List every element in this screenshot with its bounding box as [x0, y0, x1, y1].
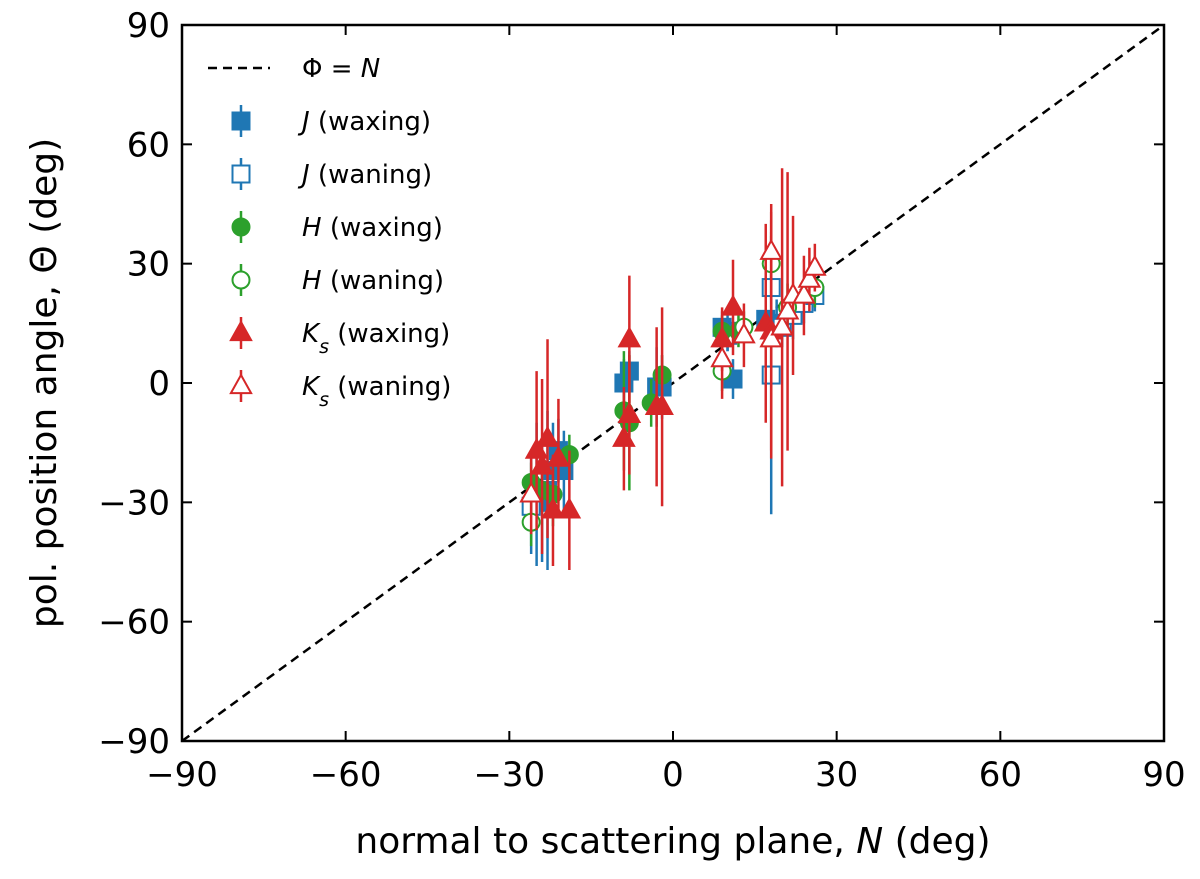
data-layer	[519, 168, 827, 570]
legend-label-lhs: Φ	[302, 54, 322, 84]
data-point	[797, 266, 822, 288]
y-axis-title-prefix: pol. position angle,	[24, 274, 65, 629]
data-point	[612, 425, 636, 447]
x-tick-label: −90	[146, 755, 218, 795]
data-point	[759, 238, 784, 260]
data-point	[617, 401, 642, 423]
data-point	[792, 282, 816, 304]
y-tick-label: −60	[98, 603, 170, 643]
data-point	[541, 497, 565, 519]
data-point	[617, 326, 642, 348]
data-point	[721, 294, 745, 316]
data-point	[770, 314, 794, 336]
legend-label-rest: (waxing)	[310, 107, 431, 137]
series-5	[519, 168, 827, 535]
legend-label-var: K	[302, 372, 321, 402]
x-tick-label: 60	[979, 755, 1022, 795]
data-point	[803, 254, 827, 276]
legend-label-var: K	[302, 319, 321, 349]
legend-label-var: H	[302, 266, 322, 296]
x-tick-label: −30	[473, 755, 545, 795]
y-tick-label: 90	[127, 6, 170, 46]
data-point	[546, 445, 571, 467]
data-point	[530, 453, 554, 475]
legend-label-eq: =	[322, 54, 360, 84]
legend-label-sub: s	[319, 389, 329, 411]
reference-line-layer	[181, 23, 1165, 743]
data-point	[519, 481, 543, 503]
y-tick-label: 0	[148, 364, 170, 404]
legend-label-rest: (waning)	[329, 372, 451, 402]
legend-label: J (waning)	[297, 160, 432, 190]
x-tick-label: −60	[310, 755, 382, 795]
legend: Φ = NJ (waxing)J (waning)H (waxing)H (wa…	[208, 54, 451, 411]
legend-label-rhs: N	[361, 54, 380, 84]
data-point	[710, 346, 734, 368]
data-point	[759, 326, 784, 348]
legend-label: Φ = N	[302, 54, 380, 84]
y-tick-label: 60	[127, 125, 170, 165]
y-axis-title: pol. position angle, Θ (deg)	[24, 138, 65, 628]
data-point	[524, 437, 549, 459]
legend-label-var: H	[302, 213, 322, 243]
x-tick-label: 90	[1142, 755, 1185, 795]
x-tick-label: 0	[662, 755, 684, 795]
legend-marker	[231, 164, 251, 184]
legend-label: H (waxing)	[302, 213, 443, 243]
x-axis-title: normal to scattering plane, N (deg)	[355, 821, 990, 862]
legend-label-sub: s	[319, 336, 329, 358]
y-tick-label: 30	[127, 245, 170, 285]
legend-label: H (waning)	[302, 266, 444, 296]
legend-label: Ks (waxing)	[302, 319, 450, 358]
legend-label-rest: (waning)	[322, 266, 444, 296]
x-axis-title-var: N	[856, 821, 883, 862]
data-point	[775, 298, 800, 320]
legend-label: Ks (waning)	[302, 372, 451, 411]
y-axis-title-suffix: (deg)	[24, 138, 65, 245]
reference-line	[181, 23, 1165, 743]
data-point	[650, 393, 674, 416]
legend-marker	[231, 270, 251, 290]
legend-label-rest: (waxing)	[322, 213, 443, 243]
legend-label: J (waxing)	[297, 107, 431, 137]
x-axis-title-suffix: (deg)	[883, 821, 990, 862]
y-tick-label: −30	[98, 483, 170, 523]
legend-marker	[231, 111, 251, 131]
tick-layer: −90 −60 −30 0 30 60 90 −90 −60 −30 0 30 60 90	[98, 6, 1185, 795]
legend-marker	[231, 217, 251, 237]
legend-label-var: J	[297, 160, 310, 190]
data-point	[732, 322, 756, 344]
legend-label-rest: (waning)	[310, 160, 432, 190]
data-point	[557, 497, 582, 519]
y-axis-title-var: Θ	[24, 245, 65, 273]
y-tick-label: −90	[98, 722, 170, 762]
x-tick-label: 30	[815, 755, 858, 795]
legend-label-var: J	[297, 107, 310, 137]
x-axis-title-prefix: normal to scattering plane,	[355, 821, 856, 862]
legend-marker	[229, 372, 253, 395]
legend-label-rest: (waxing)	[329, 319, 450, 349]
data-point	[535, 425, 560, 447]
legend-marker	[229, 319, 253, 342]
